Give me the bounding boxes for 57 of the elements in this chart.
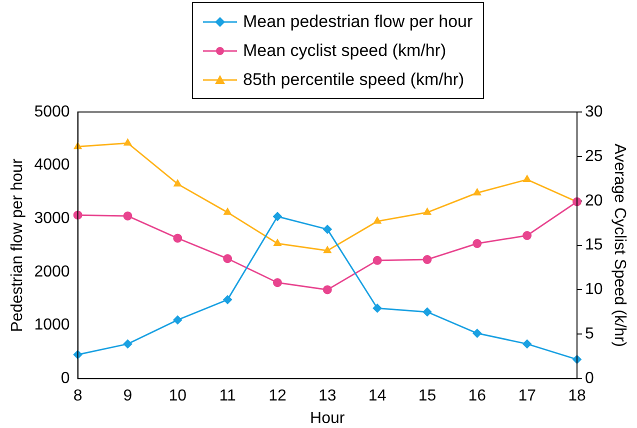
x-tick-label: 10 bbox=[168, 388, 187, 405]
x-tick-label: 13 bbox=[318, 388, 336, 405]
point bbox=[473, 188, 482, 196]
y2-tick-label: 10 bbox=[585, 281, 603, 298]
point bbox=[322, 224, 332, 234]
point bbox=[173, 234, 182, 243]
y-tick-label: 0 bbox=[60, 370, 70, 388]
point bbox=[423, 208, 432, 215]
y-tick-label: 2000 bbox=[34, 263, 70, 280]
y2-tick-label: 0 bbox=[585, 370, 594, 388]
point bbox=[522, 231, 532, 240]
x-tick-label: 14 bbox=[368, 388, 386, 405]
point bbox=[272, 278, 282, 288]
point bbox=[372, 256, 382, 265]
point bbox=[272, 212, 282, 222]
x-tick-label: 18 bbox=[568, 388, 586, 405]
point bbox=[274, 239, 282, 246]
x-tick-label: 11 bbox=[219, 388, 236, 405]
y-tick-label: 3000 bbox=[34, 210, 70, 228]
y2-axis-title: Average Cyclist Speed (k/hr) bbox=[610, 144, 628, 347]
x-axis-title: Hour bbox=[310, 410, 346, 427]
point bbox=[224, 208, 232, 215]
x-tick-label: 15 bbox=[418, 388, 436, 405]
y2-tick-label: 30 bbox=[585, 103, 603, 120]
point bbox=[422, 307, 432, 316]
y-tick-label: 1000 bbox=[34, 316, 70, 334]
point bbox=[124, 138, 132, 146]
point bbox=[123, 339, 132, 348]
y2-tick-label: 25 bbox=[585, 148, 603, 165]
y2-tick-label: 20 bbox=[585, 192, 603, 210]
y-tick-label: 4000 bbox=[34, 156, 70, 174]
point bbox=[323, 246, 332, 254]
y-tick-label: 5000 bbox=[34, 103, 70, 120]
y2-tick-label: 15 bbox=[585, 236, 603, 254]
point bbox=[523, 175, 532, 182]
x-tick-label: 8 bbox=[73, 388, 82, 405]
legend-label: Mean cyclist speed (km/hr) bbox=[243, 40, 446, 60]
point bbox=[123, 211, 132, 220]
point bbox=[223, 254, 232, 264]
point bbox=[373, 216, 382, 224]
x-tick-label: 16 bbox=[468, 388, 486, 405]
x-tick-label: 9 bbox=[123, 388, 132, 405]
legend-label: 85th percentile speed (km/hr) bbox=[243, 70, 464, 90]
legend-label: Mean pedestrian flow per hour bbox=[243, 12, 473, 32]
point bbox=[174, 179, 182, 186]
y-axis-title: Pedestrian flow per hour bbox=[9, 158, 26, 332]
x-tick-label: 12 bbox=[268, 388, 286, 405]
point bbox=[522, 339, 532, 348]
point bbox=[372, 304, 382, 313]
y2-tick-label: 5 bbox=[585, 326, 594, 343]
point bbox=[223, 295, 232, 304]
point bbox=[422, 255, 432, 264]
point bbox=[322, 285, 332, 294]
point bbox=[472, 239, 482, 248]
point bbox=[173, 315, 182, 324]
x-tick-label: 17 bbox=[518, 388, 536, 405]
point bbox=[472, 328, 482, 338]
